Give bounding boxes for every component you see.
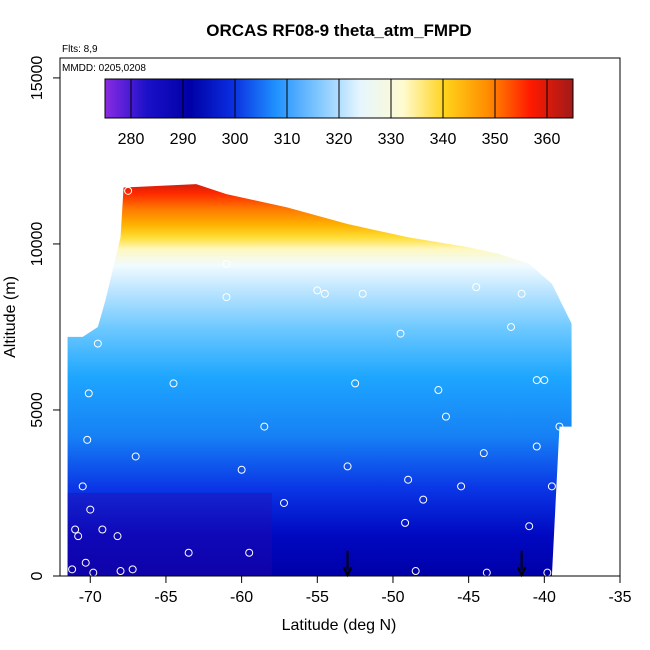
data-marker (404, 475, 413, 484)
y-tick-label: 0 (29, 571, 46, 580)
y-axis: 0 5000 10000 15000 (29, 56, 60, 580)
data-marker (280, 498, 288, 507)
data-marker (441, 412, 450, 421)
data-marker (532, 376, 541, 385)
data-marker (113, 532, 122, 541)
colorbar-tick-label: 290 (170, 131, 197, 148)
data-marker (78, 482, 87, 491)
data-marker (411, 567, 420, 576)
data-marker (434, 386, 443, 395)
data-marker (320, 289, 329, 298)
data-marker (358, 289, 367, 298)
data-marker (401, 518, 410, 527)
data-marker (83, 435, 92, 444)
x-axis: -70 -65 -60 -55 -50 -45 -40 -35 (79, 576, 632, 606)
x-tick-label: -60 (230, 589, 253, 606)
data-marker (68, 565, 77, 574)
data-marker (71, 525, 80, 534)
colorbar-tick-label: 280 (118, 131, 145, 148)
x-tick-label: -35 (608, 589, 631, 606)
mmdd-note: MMDD: 0205,0208 (62, 63, 146, 74)
colorbar-tick-label: 360 (534, 131, 561, 148)
colorbar-tick-label: 310 (274, 131, 301, 148)
data-marker (124, 186, 133, 195)
data-marker (237, 465, 246, 474)
colorbar-tick-label: 320 (326, 131, 353, 148)
data-marker (260, 422, 269, 431)
data-marker (419, 495, 428, 504)
data-marker (245, 548, 254, 557)
arrow-markers (342, 550, 527, 578)
x-tick-label: -55 (306, 589, 329, 606)
data-marker (351, 379, 360, 388)
y-tick-label: 10000 (29, 222, 46, 267)
colorbar-tick-label: 300 (222, 131, 249, 148)
data-marker (517, 289, 526, 298)
x-tick-label: -50 (381, 589, 404, 606)
x-tick-label: -70 (79, 589, 102, 606)
data-marker (128, 565, 137, 574)
data-marker (93, 339, 102, 348)
data-marker (472, 283, 481, 292)
data-marker (457, 482, 466, 491)
x-tick-label: -40 (533, 589, 556, 606)
data-marker (84, 389, 93, 398)
chart-title: ORCAS RF08-9 theta_atm_FMPD (206, 21, 471, 40)
data-marker (98, 525, 107, 534)
plot-frame (59, 57, 621, 577)
data-marker (396, 329, 405, 338)
data-marker (81, 558, 90, 567)
arrow-head (342, 566, 353, 578)
data-marker (116, 567, 125, 576)
data-marker (313, 286, 322, 295)
y-tick-label: 5000 (29, 392, 46, 428)
heatmap-surface-tint (67, 492, 272, 576)
y-tick-label: 15000 (29, 56, 46, 101)
colorbar-tick-label: 330 (378, 131, 405, 148)
data-marker (479, 449, 488, 458)
data-marker (555, 422, 564, 431)
data-marker (131, 452, 140, 461)
colorbar-tick-label: 340 (430, 131, 457, 148)
data-marker (573, 319, 582, 328)
data-marker (507, 322, 516, 331)
data-marker (343, 462, 352, 471)
arrow-head (516, 566, 527, 578)
data-markers (68, 186, 582, 577)
x-tick-label: -65 (154, 589, 177, 606)
data-marker (547, 482, 556, 491)
data-marker (169, 379, 178, 388)
data-marker (540, 376, 549, 385)
data-marker (532, 442, 541, 451)
data-marker (184, 548, 193, 557)
data-marker (222, 293, 231, 302)
data-marker (86, 505, 95, 514)
data-marker (525, 522, 534, 531)
y-axis-title: Altitude (m) (2, 276, 19, 358)
data-marker (74, 532, 83, 541)
colorbar: 280 290 300 310 320 330 340 350 360 (104, 78, 574, 148)
flights-note: Flts: 8,9 (62, 44, 98, 55)
data-marker (222, 259, 231, 268)
x-axis-title: Latitude (deg N) (282, 617, 397, 634)
x-tick-label: -45 (457, 589, 480, 606)
colorbar-tick-label: 350 (482, 131, 509, 148)
